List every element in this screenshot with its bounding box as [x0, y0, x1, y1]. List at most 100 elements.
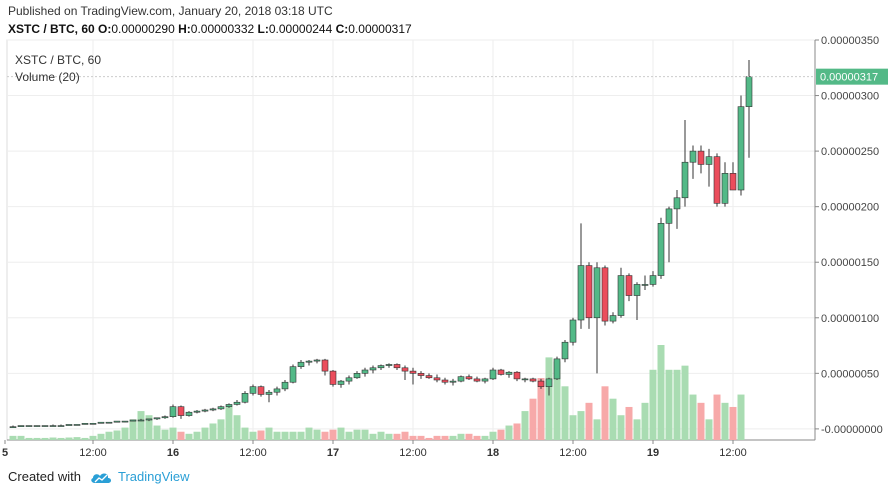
volume-bar: [241, 427, 249, 440]
volume-bar: [497, 429, 505, 440]
volume-bar: [729, 406, 737, 440]
candle-body: [577, 265, 585, 321]
candle-body: [57, 425, 65, 427]
chart-legend-symbol: XSTC / BTC, 60: [15, 53, 101, 67]
candle-body: [521, 378, 529, 381]
candle-body: [585, 265, 593, 319]
candle-body: [569, 319, 577, 343]
tradingview-label: TradingView: [117, 469, 190, 484]
volume-bar: [97, 433, 105, 440]
candle-body: [641, 284, 649, 286]
volume-bar: [513, 423, 521, 440]
volume-bar: [297, 431, 305, 440]
volume-bar: [273, 431, 281, 440]
candle-body: [169, 406, 177, 417]
candle-body: [713, 156, 721, 204]
candle-body: [665, 208, 673, 224]
x-tick-label: 12:00: [79, 447, 107, 459]
candle-body: [473, 378, 481, 382]
volume-bar: [657, 345, 665, 440]
volume-bar: [233, 415, 241, 440]
candle-body: [233, 401, 241, 405]
candle-body: [345, 377, 353, 382]
volume-bar: [473, 435, 481, 440]
x-tick-label: 17: [327, 447, 339, 459]
candle-body: [25, 425, 33, 427]
candle-body: [649, 275, 657, 285]
ohlc-values: O:0.00000290 H:0.00000332 L:0.00000244 C…: [98, 22, 412, 36]
candle-body: [121, 420, 129, 423]
candle-body: [201, 409, 209, 412]
volume-bar: [617, 415, 625, 440]
volume-bar: [353, 429, 361, 440]
candle-body: [9, 426, 17, 428]
volume-bar: [145, 415, 153, 440]
volume-bar: [41, 437, 49, 440]
volume-bar: [593, 419, 601, 440]
ohlc-key: H:: [174, 22, 191, 36]
candle-body: [729, 173, 737, 191]
volume-bar: [17, 435, 25, 440]
candle-body: [553, 358, 561, 380]
x-tick-label: 18: [487, 447, 499, 459]
volume-bar: [129, 419, 137, 440]
candle-body: [537, 380, 545, 387]
volume-bar: [457, 433, 465, 440]
candle-body: [441, 379, 449, 383]
candle-body: [657, 223, 665, 276]
plot-area: [6, 39, 816, 441]
volume-bar: [569, 415, 577, 440]
candle-body: [337, 380, 345, 385]
volume-bar: [665, 369, 673, 440]
volume-bar: [225, 406, 233, 440]
candle-body: [161, 416, 169, 419]
volume-bar: [89, 435, 97, 440]
volume-bar: [337, 427, 345, 440]
candle-body: [633, 284, 641, 296]
published-caption: Published on TradingView.com, January 20…: [8, 4, 333, 18]
tradingview-cloud-icon: [91, 473, 111, 483]
y-tick-label: -0.00000000: [821, 424, 883, 436]
volume-bar: [185, 433, 193, 440]
candle-body: [321, 359, 329, 372]
volume-bar: [209, 423, 217, 440]
ohlc-value: 0.00000332: [190, 22, 255, 36]
tradingview-brand[interactable]: TradingView: [89, 469, 190, 484]
candle-body: [425, 375, 433, 379]
candle-body: [377, 365, 385, 369]
candle-body: [273, 388, 281, 393]
candle-body: [721, 173, 729, 204]
candle-body: [153, 417, 161, 420]
volume-bar: [105, 431, 113, 440]
volume-bar: [697, 402, 705, 440]
volume-bar: [545, 357, 553, 440]
ohlc-key: O:: [98, 22, 112, 36]
volume-bar: [649, 369, 657, 440]
volume-bar: [441, 435, 449, 440]
volume-bar: [249, 431, 257, 440]
volume-bar: [553, 361, 561, 440]
ohlc-key: L:: [254, 22, 269, 36]
volume-bar: [585, 402, 593, 440]
candle-body: [129, 419, 137, 422]
candle-body: [489, 369, 497, 380]
candle-body: [393, 364, 401, 369]
volume-bar: [417, 435, 425, 440]
candle-body: [625, 275, 633, 296]
volume-bar: [489, 431, 497, 440]
volume-bar: [177, 431, 185, 440]
volume-bar: [161, 429, 169, 440]
volume-bar: [609, 398, 617, 440]
ohlc-header: XSTC / BTC, 60 O:0.00000290 H:0.00000332…: [8, 22, 412, 36]
volume-bar: [313, 429, 321, 440]
volume-bar: [401, 431, 409, 440]
volume-bar: [25, 437, 33, 440]
candle-body: [249, 386, 257, 394]
volume-bar: [689, 394, 697, 440]
volume-bar: [633, 419, 641, 440]
volume-bar: [329, 429, 337, 440]
candle-body: [505, 371, 513, 375]
y-tick-label: 0.00000250: [821, 146, 879, 158]
volume-bar: [577, 411, 585, 440]
